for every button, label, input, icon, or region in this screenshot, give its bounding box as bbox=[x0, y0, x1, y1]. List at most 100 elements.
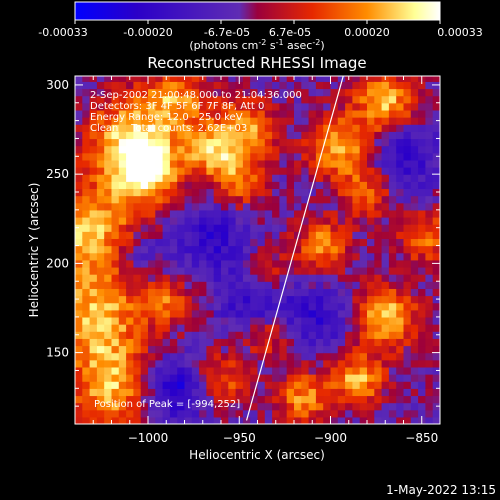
heatmap-cell bbox=[345, 95, 353, 104]
heatmap-cell bbox=[148, 88, 156, 97]
heatmap-cell bbox=[199, 181, 207, 190]
heatmap-cell bbox=[403, 145, 412, 154]
heatmap-cell bbox=[411, 67, 419, 75]
heatmap-cell bbox=[213, 224, 222, 232]
heatmap-cell bbox=[140, 209, 149, 218]
heatmap-cell bbox=[374, 259, 383, 268]
heatmap-cell bbox=[126, 288, 134, 297]
heatmap-cell bbox=[315, 159, 324, 168]
heatmap-cell bbox=[148, 124, 156, 132]
heatmap-cell bbox=[96, 76, 105, 82]
heatmap-cell bbox=[169, 402, 178, 411]
heatmap-cell bbox=[418, 266, 426, 275]
heatmap-cell bbox=[162, 309, 171, 318]
heatmap-cell bbox=[199, 195, 207, 204]
heatmap-cell bbox=[96, 274, 105, 282]
heatmap-cell bbox=[403, 352, 412, 361]
heatmap-cell bbox=[352, 316, 361, 325]
heatmap-cell bbox=[118, 316, 127, 325]
heatmap-cell bbox=[323, 81, 332, 90]
heatmap-cell bbox=[235, 138, 244, 147]
heatmap-cell bbox=[374, 345, 383, 354]
heatmap-cell bbox=[250, 259, 259, 268]
heatmap-cell bbox=[213, 302, 222, 311]
heatmap-cell bbox=[191, 366, 200, 375]
heatmap-cell bbox=[213, 374, 222, 382]
heatmap-cell bbox=[272, 266, 280, 275]
heatmap-cell bbox=[155, 238, 164, 247]
heatmap-cell bbox=[235, 216, 244, 225]
heatmap-cell bbox=[286, 109, 295, 118]
heatmap-cell bbox=[286, 366, 295, 375]
heatmap-cell bbox=[301, 409, 310, 418]
heatmap-cell bbox=[323, 416, 332, 424]
heatmap-cell bbox=[169, 216, 178, 225]
heatmap-cell bbox=[425, 195, 434, 204]
heatmap-cell bbox=[374, 331, 383, 339]
heatmap-cell bbox=[111, 324, 120, 332]
heatmap-cell bbox=[345, 188, 353, 197]
heatmap-cell bbox=[418, 274, 426, 282]
heatmap-cell bbox=[133, 202, 142, 211]
heatmap-cell bbox=[323, 409, 332, 418]
heatmap-cell bbox=[264, 359, 273, 368]
heatmap-cell bbox=[199, 388, 207, 397]
heatmap-cell bbox=[308, 295, 317, 304]
heatmap-cell bbox=[177, 202, 186, 211]
heatmap-cell bbox=[206, 374, 215, 382]
heatmap-cell bbox=[410, 145, 419, 154]
heatmap-cell bbox=[184, 331, 193, 339]
heatmap-cell bbox=[221, 88, 229, 97]
heatmap-cell bbox=[118, 374, 127, 382]
heatmap-cell bbox=[133, 316, 142, 325]
heatmap-cell bbox=[388, 95, 397, 104]
heatmap-cell bbox=[96, 316, 105, 325]
heatmap-cell bbox=[352, 131, 361, 140]
heatmap-cell bbox=[169, 145, 178, 154]
heatmap-cell bbox=[242, 209, 251, 218]
heatmap-cell bbox=[206, 181, 215, 190]
heatmap-cell bbox=[206, 124, 215, 132]
heatmap-cell bbox=[228, 295, 237, 304]
heatmap-cell bbox=[359, 174, 368, 182]
heatmap-cell bbox=[82, 295, 91, 304]
heatmap-cell bbox=[388, 81, 397, 90]
heatmap-cell bbox=[308, 345, 317, 354]
heatmap-cell bbox=[118, 109, 127, 118]
heatmap-cell bbox=[374, 302, 383, 311]
heatmap-cell bbox=[213, 366, 222, 375]
heatmap-cell bbox=[294, 295, 302, 304]
heatmap-cell bbox=[418, 224, 426, 232]
heatmap-cell bbox=[301, 231, 310, 239]
heatmap-cell bbox=[184, 216, 193, 225]
heatmap-cell bbox=[213, 395, 222, 404]
heatmap-cell bbox=[352, 224, 361, 232]
heatmap-cell bbox=[82, 324, 91, 332]
heatmap-cell bbox=[184, 295, 193, 304]
heatmap-cell bbox=[221, 195, 229, 204]
heatmap-cell bbox=[396, 102, 405, 111]
heatmap-cell bbox=[228, 117, 237, 125]
heatmap-cell bbox=[75, 381, 83, 389]
heatmap-cell bbox=[374, 324, 383, 332]
heatmap-cell bbox=[184, 138, 193, 147]
heatmap-cell bbox=[403, 174, 412, 182]
heatmap-cell bbox=[294, 395, 302, 404]
heatmap-cell bbox=[359, 402, 368, 411]
heatmap-cell bbox=[301, 374, 310, 382]
heatmap-cell bbox=[191, 288, 200, 297]
heatmap-cell bbox=[191, 195, 200, 204]
heatmap-cell bbox=[396, 181, 405, 190]
heatmap-cell bbox=[381, 245, 390, 254]
heatmap-cell bbox=[410, 331, 419, 339]
heatmap-cell bbox=[221, 374, 229, 382]
heatmap-cell bbox=[396, 245, 405, 254]
heatmap-cell bbox=[367, 238, 375, 247]
heatmap-cell bbox=[374, 352, 383, 361]
heatmap-cell bbox=[337, 124, 346, 132]
heatmap-cell bbox=[301, 81, 310, 90]
heatmap-cell bbox=[213, 238, 222, 247]
heatmap-cell bbox=[396, 266, 405, 275]
heatmap-cell bbox=[199, 81, 207, 90]
heatmap-cell bbox=[359, 266, 368, 275]
